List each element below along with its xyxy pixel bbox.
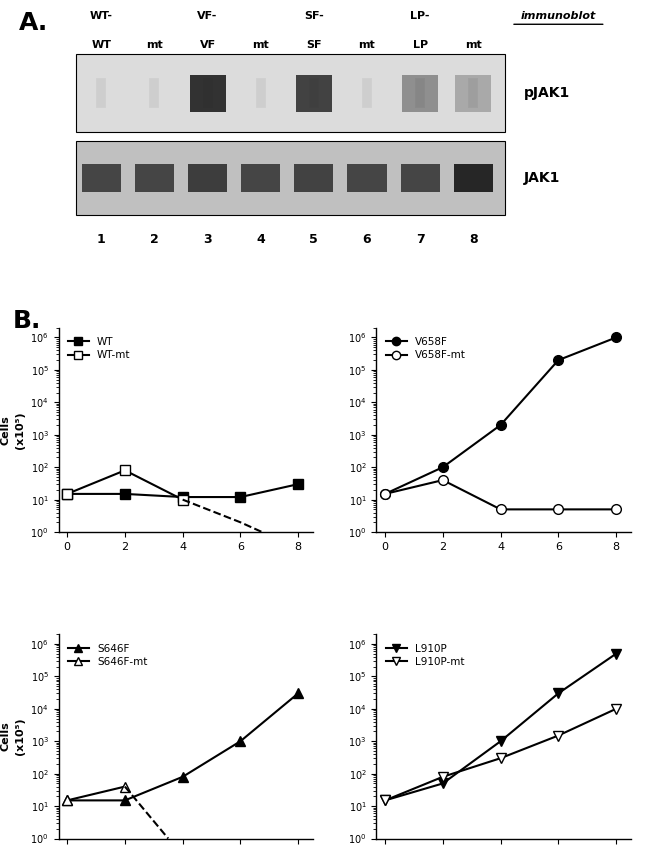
Bar	[241, 163, 280, 192]
Text: VF: VF	[200, 40, 216, 50]
Text: 4: 4	[256, 233, 265, 246]
Text: 7: 7	[416, 233, 424, 246]
Text: 5: 5	[309, 233, 318, 246]
Legend: L910P, L910P-mt: L910P, L910P-mt	[382, 639, 469, 671]
Text: 6: 6	[363, 233, 371, 246]
Legend: V658F, V658F-mt: V658F, V658F-mt	[382, 333, 470, 364]
Y-axis label: Total Viable
Cells
(x10⁵): Total Viable Cells (x10⁵)	[0, 393, 25, 467]
Text: mt: mt	[359, 40, 375, 50]
Text: mt: mt	[465, 40, 482, 50]
Bar	[190, 75, 226, 112]
Bar	[454, 163, 493, 192]
Bar	[455, 75, 491, 112]
Bar	[76, 54, 505, 132]
Text: 8: 8	[469, 233, 478, 246]
Text: pJAK1: pJAK1	[524, 86, 570, 100]
Text: VF-: VF-	[198, 11, 218, 21]
Text: 3: 3	[203, 233, 212, 246]
Text: SF: SF	[306, 40, 322, 50]
Text: mt: mt	[252, 40, 269, 50]
Bar	[348, 163, 387, 192]
Bar	[402, 75, 438, 112]
Y-axis label: Total Viable
Cells
(x10⁵): Total Viable Cells (x10⁵)	[0, 700, 25, 772]
Text: SF-: SF-	[304, 11, 324, 21]
Text: LP-: LP-	[410, 11, 430, 21]
Bar	[188, 163, 227, 192]
Text: 2: 2	[150, 233, 159, 246]
Text: immunoblot: immunoblot	[521, 11, 596, 21]
Bar	[400, 163, 439, 192]
Text: WT: WT	[91, 40, 111, 50]
Legend: S646F, S646F-mt: S646F, S646F-mt	[64, 639, 151, 671]
Text: B.: B.	[13, 309, 42, 333]
Text: A.: A.	[20, 11, 49, 36]
Text: mt: mt	[146, 40, 162, 50]
Bar	[296, 75, 332, 112]
Bar	[294, 163, 333, 192]
Bar	[135, 163, 174, 192]
Text: WT-: WT-	[90, 11, 112, 21]
Text: LP: LP	[413, 40, 428, 50]
Bar	[82, 163, 121, 192]
Legend: WT, WT-mt: WT, WT-mt	[64, 333, 135, 364]
Text: JAK1: JAK1	[524, 171, 560, 185]
Bar	[76, 141, 505, 215]
Text: 1: 1	[97, 233, 106, 246]
